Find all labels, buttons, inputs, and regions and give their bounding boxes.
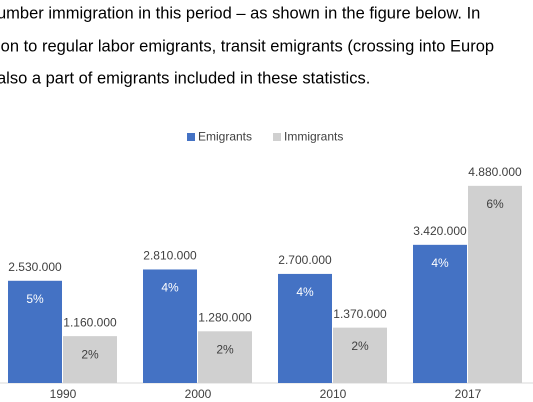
- legend-label: Immigrants: [284, 130, 343, 144]
- bar: [333, 327, 387, 383]
- percent-label: 4%: [431, 256, 449, 270]
- percent-label: 5%: [26, 292, 44, 306]
- text-line: umber immigration in this period – as sh…: [0, 4, 480, 22]
- bar: [143, 269, 197, 383]
- x-tick-label: 2000: [185, 387, 212, 401]
- value-label: 2.530.000: [8, 260, 62, 274]
- x-tick-label: 1990: [50, 387, 77, 401]
- bar: [278, 273, 332, 383]
- percent-label: 4%: [161, 281, 179, 295]
- legend-swatch: [187, 133, 195, 141]
- percent-label: 2%: [351, 339, 369, 353]
- value-label: 2.700.000: [278, 253, 332, 267]
- percent-label: 2%: [216, 342, 234, 356]
- bar: [413, 244, 467, 383]
- x-tick-label: 2017: [455, 387, 482, 401]
- value-label: 2.810.000: [143, 249, 197, 263]
- bar: [198, 331, 252, 383]
- percent-label: 6%: [486, 197, 504, 211]
- value-label: 1.370.000: [333, 307, 387, 321]
- x-tick-label: 2010: [320, 387, 347, 401]
- text-line: also a part of emigrants included in the…: [0, 69, 370, 87]
- value-label: 4.880.000: [468, 165, 522, 179]
- legend-label: Emigrants: [198, 130, 252, 144]
- bar: [8, 280, 62, 383]
- percent-label: 4%: [296, 285, 314, 299]
- text-line: ion to regular labor emigrants, transit …: [0, 37, 494, 55]
- value-label: 3.420.000: [413, 224, 467, 238]
- legend-swatch: [273, 133, 281, 141]
- value-label: 1.280.000: [198, 310, 252, 324]
- percent-label: 2%: [81, 347, 99, 361]
- bar: [468, 185, 522, 383]
- value-label: 1.160.000: [63, 315, 117, 329]
- bar: [63, 336, 117, 383]
